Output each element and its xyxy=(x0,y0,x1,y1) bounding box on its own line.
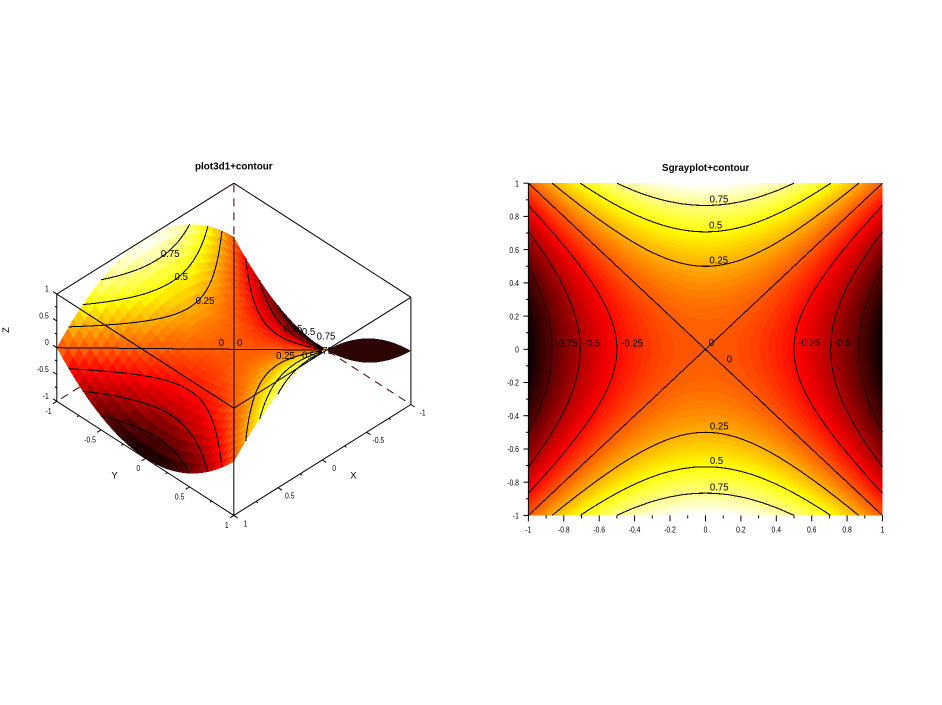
svg-text:0.6: 0.6 xyxy=(509,245,519,255)
svg-text:1: 1 xyxy=(881,524,885,534)
svg-text:-0.2: -0.2 xyxy=(664,524,676,534)
svg-text:0: 0 xyxy=(709,338,715,349)
svg-text:0.25: 0.25 xyxy=(276,351,295,362)
svg-text:1: 1 xyxy=(515,178,519,188)
svg-text:0.5: 0.5 xyxy=(285,491,295,501)
svg-text:-0.5: -0.5 xyxy=(37,364,49,374)
svg-text:-0.6: -0.6 xyxy=(507,444,519,454)
svg-text:X: X xyxy=(350,471,357,482)
svg-text:0: 0 xyxy=(704,524,708,534)
svg-text:0.2: 0.2 xyxy=(509,311,519,321)
svg-text:-0.4: -0.4 xyxy=(629,524,641,534)
svg-text:0: 0 xyxy=(515,345,519,355)
svg-text:0.75: 0.75 xyxy=(161,249,180,260)
svg-text:0.6: 0.6 xyxy=(807,524,817,534)
svg-text:-0.5: -0.5 xyxy=(372,435,384,445)
svg-text:0.25: 0.25 xyxy=(710,422,729,433)
svg-text:0.5: 0.5 xyxy=(175,492,185,502)
svg-text:0.75: 0.75 xyxy=(317,332,336,343)
svg-text:0.4: 0.4 xyxy=(772,524,782,534)
svg-text:1: 1 xyxy=(45,284,49,294)
svg-text:-0.6: -0.6 xyxy=(593,524,605,534)
svg-text:0.8: 0.8 xyxy=(509,212,519,222)
svg-text:plot3d1+contour: plot3d1+contour xyxy=(195,161,273,172)
svg-text:-1: -1 xyxy=(525,524,531,534)
svg-text:-0.75: -0.75 xyxy=(555,339,577,350)
svg-text:0.25: 0.25 xyxy=(284,324,303,335)
svg-text:-1: -1 xyxy=(46,406,52,416)
svg-text:-0.5: -0.5 xyxy=(583,339,600,350)
svg-text:0: 0 xyxy=(237,338,243,349)
svg-text:-1: -1 xyxy=(420,407,426,417)
svg-text:-0.25: -0.25 xyxy=(798,338,820,349)
svg-text:-0.5: -0.5 xyxy=(299,351,316,362)
svg-text:Sgrayplot+contour: Sgrayplot+contour xyxy=(662,163,749,174)
svg-text:-0.2: -0.2 xyxy=(507,378,519,388)
svg-text:0: 0 xyxy=(45,337,49,347)
svg-text:0.5: 0.5 xyxy=(39,310,49,320)
svg-text:0: 0 xyxy=(332,463,336,473)
svg-text:-0.8: -0.8 xyxy=(558,524,570,534)
svg-text:0.8: 0.8 xyxy=(842,524,852,534)
svg-text:-0.4: -0.4 xyxy=(507,411,519,421)
svg-text:1: 1 xyxy=(225,520,229,530)
svg-text:0.5: 0.5 xyxy=(175,272,189,283)
svg-text:0: 0 xyxy=(219,338,225,349)
svg-text:0.75: 0.75 xyxy=(710,194,729,205)
svg-text:Z: Z xyxy=(1,327,12,333)
svg-text:Y: Y xyxy=(111,470,118,481)
svg-text:0: 0 xyxy=(727,355,733,366)
svg-text:0: 0 xyxy=(136,463,140,473)
svg-text:-1: -1 xyxy=(43,391,49,401)
svg-text:0.4: 0.4 xyxy=(509,278,519,288)
svg-text:0.5: 0.5 xyxy=(302,327,316,338)
svg-text:-0.8: -0.8 xyxy=(507,477,519,487)
svg-text:0.5: 0.5 xyxy=(709,221,723,232)
svg-text:-0.5: -0.5 xyxy=(834,338,851,349)
svg-text:0.25: 0.25 xyxy=(709,255,728,266)
svg-text:0.25: 0.25 xyxy=(196,296,215,307)
svg-text:0.5: 0.5 xyxy=(710,456,724,467)
svg-text:0.2: 0.2 xyxy=(736,524,746,534)
svg-text:-0.5: -0.5 xyxy=(84,435,96,445)
svg-text:1: 1 xyxy=(244,518,248,528)
svg-text:0.75: 0.75 xyxy=(710,482,729,493)
svg-text:-1: -1 xyxy=(513,511,519,521)
svg-text:-0.25: -0.25 xyxy=(621,339,643,350)
